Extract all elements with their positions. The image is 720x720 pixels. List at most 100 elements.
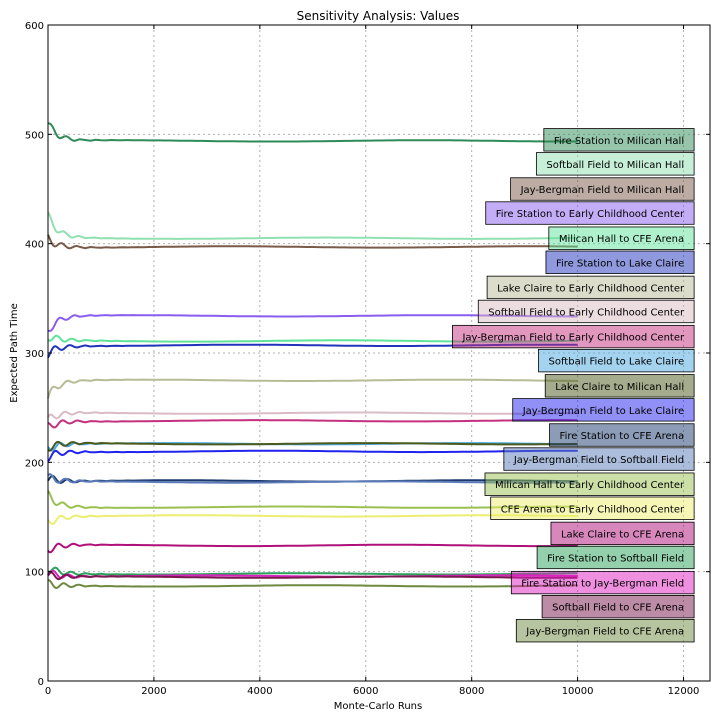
x-tick-label: 8000	[459, 686, 484, 697]
legend-label: Fire Station to Milican Hall	[554, 136, 684, 147]
y-tick-label: 400	[25, 240, 44, 251]
legend-box	[549, 423, 695, 447]
series-line	[47, 449, 578, 462]
legend-label: Fire Station to Early Childhood Center	[496, 209, 685, 220]
legend-label: Fire Station to Softball Field	[547, 553, 684, 564]
legend-entry: Softball Field to Early Childhood Center	[477, 299, 695, 324]
series-line	[48, 122, 578, 143]
legend-label: Lake Claire to Milican Hall	[555, 382, 684, 393]
legend-box	[538, 349, 695, 373]
legend-entry: Milican Hall to CFE Arena	[548, 226, 695, 250]
legend-label: Jay-Bergman Field to Milican Hall	[520, 185, 685, 196]
legend-entry: Softball Field to Lake Claire	[538, 349, 695, 373]
series-line	[47, 378, 578, 399]
legend-entry: CFE Arena to Early Childhood Center	[490, 496, 695, 520]
legend-box	[543, 128, 695, 152]
legend-label: CFE Arena to Early Childhood Center	[501, 504, 685, 515]
series-line	[47, 571, 578, 581]
legend-box	[490, 496, 695, 520]
legend-box	[536, 545, 695, 570]
legend-box	[548, 226, 695, 250]
legend-label: Fire Station to Jay-Bergman Field	[521, 579, 684, 590]
y-tick-label: 100	[25, 568, 44, 579]
legend-label: Jay-Bergman Field to Early Childhood Cen…	[461, 333, 685, 344]
legend-box	[515, 619, 695, 643]
legend-label: Lake Claire to Early Childhood Center	[497, 283, 685, 294]
legend-entry: Fire Station to Lake Claire	[545, 250, 695, 274]
legend-entry: Fire Station to Early Childhood Center	[485, 201, 695, 225]
chart-title: Sensitivity Analysis: Values	[297, 9, 460, 23]
y-tick-label: 200	[25, 458, 44, 469]
series-line	[47, 334, 578, 343]
y-tick-label: 600	[25, 21, 44, 32]
legend-box	[484, 472, 695, 496]
legend-box	[477, 299, 695, 324]
series-line	[47, 314, 578, 333]
legend-label: Softball Field to CFE Arena	[552, 603, 684, 614]
legend-entry: Fire Station to Softball Field	[536, 545, 695, 570]
series-line	[47, 579, 578, 590]
y-axis-label: Expected Path Time	[9, 303, 20, 402]
legend-box	[535, 152, 695, 176]
legend-entry: Fire Station to Milican Hall	[543, 128, 695, 152]
legend-box	[486, 275, 695, 300]
legend-entry: Milican Hall to Early Childhood Center	[484, 472, 695, 496]
legend-entry: Lake Claire to Early Childhood Center	[486, 275, 695, 300]
legend-box	[512, 398, 695, 422]
legend-box	[545, 250, 695, 274]
series-line	[47, 473, 578, 484]
y-tick-label: 0	[38, 677, 44, 688]
legend-label: Milican Hall to Early Childhood Center	[495, 480, 685, 491]
legend-entry: Fire Station to Jay-Bergman Field	[510, 570, 695, 595]
legend-entry: Softball Field to CFE Arena	[541, 595, 695, 619]
legend-entry: Fire Station to CFE Arena	[549, 423, 695, 447]
series-line	[47, 211, 578, 240]
legend-label: Fire Station to Lake Claire	[556, 258, 684, 269]
legend-layer: Fire Station to Milican Hall Softball Fie…	[452, 128, 695, 643]
series-line	[48, 419, 578, 429]
legend-entry: Softball Field to Milican Hall	[535, 152, 695, 176]
legend-box	[550, 521, 695, 546]
legend-box	[485, 201, 695, 225]
series-line	[47, 514, 578, 525]
series-line	[47, 542, 578, 554]
x-tick-label: 2000	[141, 686, 166, 697]
series-line	[47, 234, 578, 250]
legend-box	[452, 324, 695, 349]
legend-box	[510, 570, 695, 595]
legend-box	[544, 374, 695, 398]
legend-label: Jay-Bergman Field to Lake Claire	[522, 406, 684, 417]
legend-entry: Jay-Bergman Field to Softball Field	[503, 447, 695, 471]
legend-entry: Jay-Bergman Field to CFE Arena	[515, 619, 695, 643]
series-line	[47, 490, 578, 510]
series-line	[47, 440, 578, 452]
ticks: 0 2000 4000 6000 8000 10000 12000 0 100 200 300 400…	[25, 21, 710, 697]
legend-entry: Jay-Bergman Field to Milican Hall	[510, 177, 695, 201]
series-line	[47, 566, 578, 576]
legend-box	[503, 447, 695, 471]
legend-label: Jay-Bergman Field to Softball Field	[513, 455, 684, 466]
series-line	[47, 475, 578, 485]
series-layer	[47, 122, 578, 590]
y-tick-label: 300	[25, 349, 44, 360]
x-tick-label: 12000	[668, 686, 700, 697]
legend-entry: Lake Claire to Milican Hall	[544, 374, 695, 398]
legend-label: Jay-Bergman Field to CFE Arena	[525, 627, 684, 638]
legend-label: Lake Claire to CFE Arena	[561, 529, 684, 540]
legend-entry: Jay-Bergman Field to Early Childhood Cen…	[452, 324, 695, 349]
y-tick-label: 500	[25, 130, 44, 141]
series-line	[47, 343, 578, 359]
x-tick-label: 0	[45, 686, 51, 697]
legend-label: Softball Field to Lake Claire	[549, 357, 685, 368]
series-line	[47, 410, 578, 420]
legend-label: Milican Hall to CFE Arena	[559, 234, 684, 245]
legend-box	[541, 595, 695, 619]
x-tick-label: 4000	[247, 686, 272, 697]
x-tick-label: 6000	[353, 686, 378, 697]
legend-label: Softball Field to Milican Hall	[546, 160, 684, 171]
x-tick-label: 10000	[562, 686, 594, 697]
legend-entry: Jay-Bergman Field to Lake Claire	[512, 398, 695, 422]
x-axis-label: Monte-Carlo Runs	[334, 701, 422, 712]
legend-label: Fire Station to CFE Arena	[560, 431, 685, 442]
